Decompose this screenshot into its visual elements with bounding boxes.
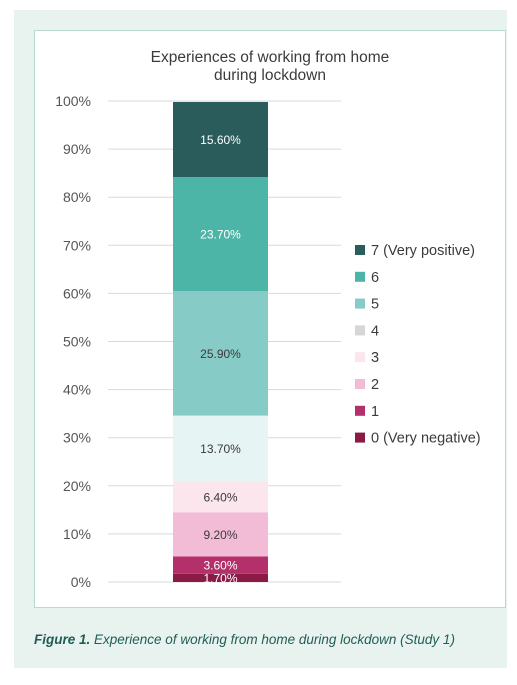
bar-segment xyxy=(173,556,268,574)
legend-swatch xyxy=(355,245,365,255)
stacked-bar-chart: 0% 10% 20% 30% 40% 50% 60% 70% 80% 90% 100% 1.70%3.… xyxy=(55,93,481,590)
chart-title: Experiences of working from home during … xyxy=(150,49,390,84)
legend-swatch xyxy=(355,379,365,389)
caption-text: Experience of working from home during l… xyxy=(90,632,455,647)
data-label: 9.20% xyxy=(203,528,237,542)
y-tick-label: 80% xyxy=(63,189,91,205)
bar-segment xyxy=(173,481,268,513)
data-label: 15.60% xyxy=(200,133,241,147)
figure-caption: Figure 1. Experience of working from hom… xyxy=(34,632,455,647)
y-tick-label: 10% xyxy=(63,526,91,542)
y-tick-label: 30% xyxy=(63,430,91,446)
legend-label: 6 xyxy=(371,270,379,286)
y-tick-label: 70% xyxy=(63,237,91,253)
legend-swatch xyxy=(355,325,365,336)
bar-segment xyxy=(173,290,268,416)
data-label: 23.70% xyxy=(200,227,241,241)
legend-label: 7 (Very positive) xyxy=(371,243,475,259)
legend-swatch xyxy=(355,432,365,443)
legend-swatch xyxy=(355,352,365,363)
legend-label: 0 (Very negative) xyxy=(371,431,481,447)
legend-swatch xyxy=(355,271,365,282)
legend-label: 5 xyxy=(371,297,379,313)
legend-swatch xyxy=(355,405,365,416)
legend-swatch xyxy=(355,298,365,309)
y-tick-label: 20% xyxy=(63,478,91,494)
bar-segment xyxy=(173,573,268,582)
bar-segment xyxy=(173,176,268,291)
data-label: 13.70% xyxy=(200,442,241,456)
data-label: 3.60% xyxy=(203,559,237,573)
y-tick-label: 0% xyxy=(71,574,91,590)
data-label: 6.40% xyxy=(203,490,237,504)
y-tick-label: 60% xyxy=(63,285,91,301)
y-tick-label: 50% xyxy=(63,334,91,350)
data-label: 25.90% xyxy=(200,347,241,361)
data-label: 1.70% xyxy=(203,571,237,585)
legend-label: 3 xyxy=(371,350,379,366)
legend-label: 1 xyxy=(371,404,379,420)
bar-segment xyxy=(173,415,268,482)
y-tick-label: 100% xyxy=(55,93,91,109)
legend-label: 2 xyxy=(371,377,379,393)
chart-box: Experiences of working from home during … xyxy=(34,30,506,608)
y-tick-label: 90% xyxy=(63,141,91,157)
figure-panel: Experiences of working from home during … xyxy=(14,10,507,668)
y-tick-label: 40% xyxy=(63,382,91,398)
bar-segment xyxy=(173,101,268,177)
legend-label: 4 xyxy=(371,323,379,339)
bar-segment xyxy=(173,512,268,557)
caption-label: Figure 1. xyxy=(34,632,91,647)
